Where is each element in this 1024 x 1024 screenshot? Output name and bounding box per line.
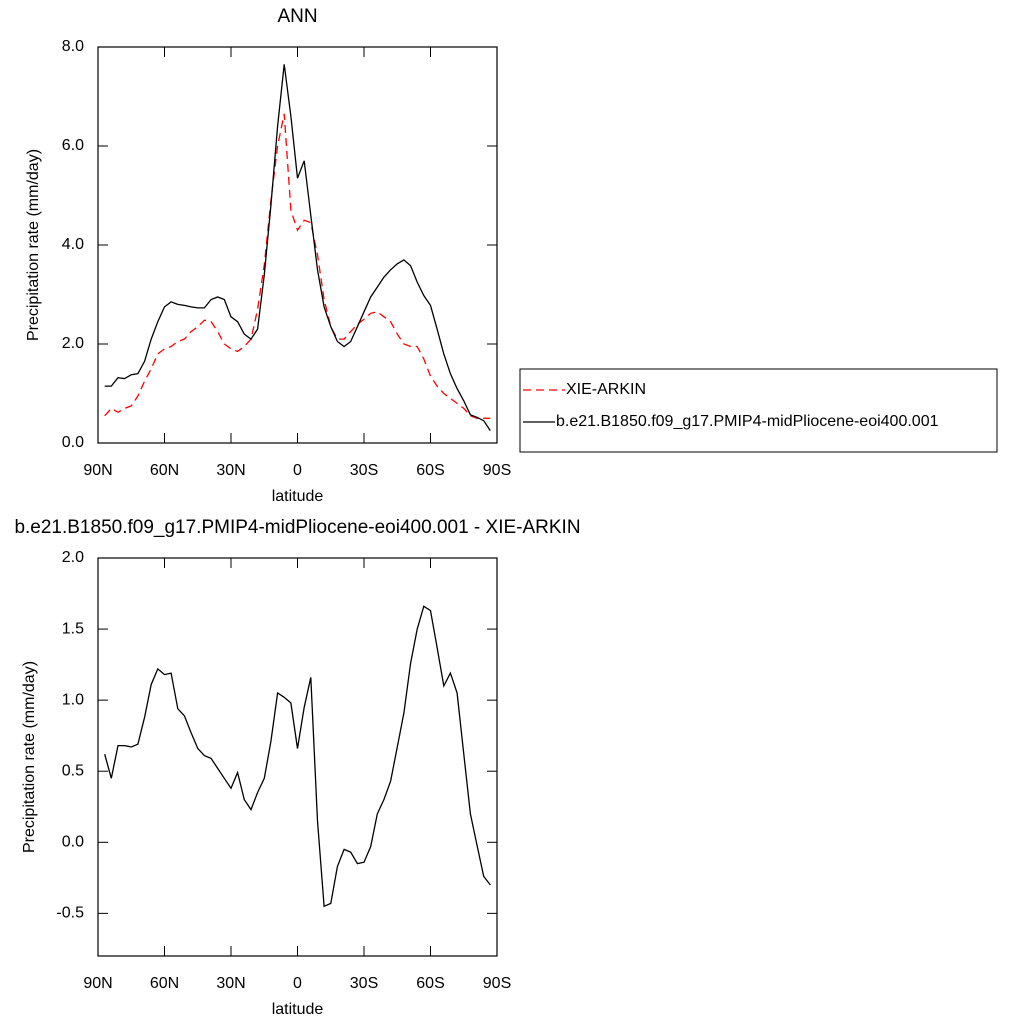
x-tick-label: 60S [416, 462, 444, 479]
x-tick-label: 30N [216, 462, 245, 479]
x-tick-label: 60S [416, 975, 444, 992]
legend-label: b.e21.B1850.f09_g17.PMIP4-midPliocene-eo… [556, 413, 939, 430]
x-tick-label: 30S [350, 462, 378, 479]
y-tick-label: 4.0 [62, 236, 84, 253]
legend-box [519, 368, 998, 453]
y-tick-label: 0.5 [62, 762, 84, 779]
y-tick-label: 8.0 [62, 38, 84, 55]
y-tick-label: 1.0 [62, 691, 84, 708]
x-tick-label: 0 [293, 462, 302, 479]
x-tick-label: 90S [483, 975, 511, 992]
x-tick-label: 90N [83, 975, 112, 992]
x-tick-label: 0 [293, 975, 302, 992]
y-tick-label: 2.0 [62, 335, 84, 352]
x-tick-label: 90S [483, 462, 511, 479]
x-axis-label: latitude [272, 488, 324, 505]
chart-title: b.e21.B1850.f09_g17.PMIP4-midPliocene-eo… [14, 517, 580, 538]
plot-frame [97, 46, 498, 444]
y-tick-label: 0.0 [62, 434, 84, 451]
legend-label: XIE-ARKIN [566, 381, 646, 398]
y-tick-label: 0.0 [62, 834, 84, 851]
plot-frame [97, 557, 498, 957]
y-tick-label: 1.5 [62, 620, 84, 637]
data-line [104, 64, 491, 431]
x-tick-label: 30S [350, 975, 378, 992]
x-axis-label: latitude [272, 1001, 324, 1018]
y-tick-label: -0.5 [56, 905, 84, 922]
y-tick-label: 6.0 [62, 137, 84, 154]
x-tick-label: 90N [83, 462, 112, 479]
data-line [104, 605, 491, 908]
x-tick-label: 60N [150, 975, 179, 992]
chart-title: ANN [277, 6, 317, 27]
x-tick-label: 60N [150, 462, 179, 479]
x-tick-label: 30N [216, 975, 245, 992]
y-axis-label: Precipitation rate (mm/day) [25, 149, 42, 341]
data-line [104, 113, 491, 419]
y-axis-label: Precipitation rate (mm/day) [21, 661, 38, 853]
y-tick-label: 2.0 [62, 549, 84, 566]
